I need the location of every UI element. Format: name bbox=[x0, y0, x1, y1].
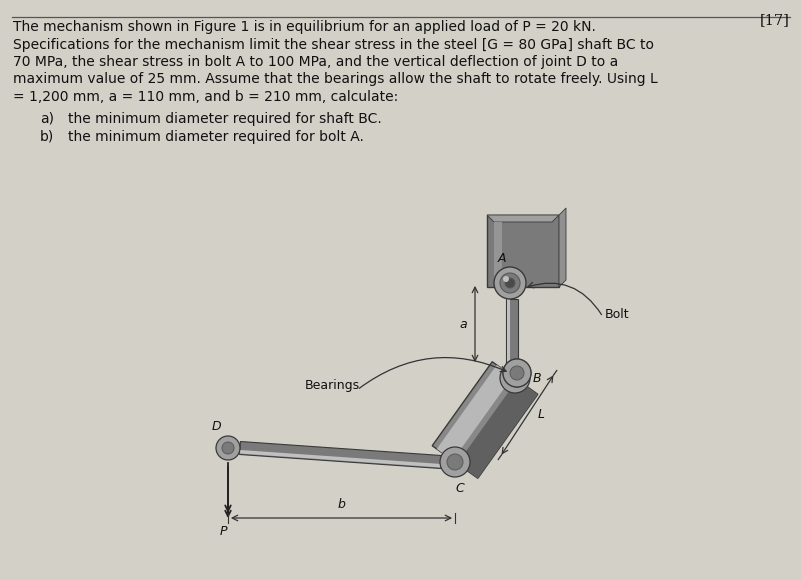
Circle shape bbox=[503, 359, 531, 387]
Circle shape bbox=[494, 267, 526, 299]
Circle shape bbox=[510, 366, 524, 380]
Text: [17]: [17] bbox=[760, 13, 790, 27]
Text: b: b bbox=[337, 498, 345, 511]
Circle shape bbox=[503, 276, 509, 282]
Text: a: a bbox=[460, 317, 467, 331]
Polygon shape bbox=[487, 215, 559, 222]
Text: maximum value of 25 mm. Assume that the bearings allow the shaft to rotate freel: maximum value of 25 mm. Assume that the … bbox=[13, 72, 658, 86]
Circle shape bbox=[503, 359, 531, 387]
Circle shape bbox=[222, 442, 234, 454]
Text: the minimum diameter required for bolt A.: the minimum diameter required for bolt A… bbox=[68, 130, 364, 144]
Text: C: C bbox=[456, 482, 465, 495]
Text: 70 MPa, the shear stress in bolt A to 100 MPa, and the vertical deflection of jo: 70 MPa, the shear stress in bolt A to 10… bbox=[13, 55, 618, 69]
Polygon shape bbox=[506, 299, 518, 367]
Polygon shape bbox=[487, 215, 559, 287]
Text: Specifications for the mechanism limit the shear stress in the steel [G = 80 GPa: Specifications for the mechanism limit t… bbox=[13, 38, 654, 52]
Polygon shape bbox=[559, 208, 566, 287]
Circle shape bbox=[216, 436, 240, 460]
Text: L: L bbox=[537, 408, 545, 422]
Text: The mechanism shown in Figure 1 is in equilibrium for an applied load of P = 20 : The mechanism shown in Figure 1 is in eq… bbox=[13, 20, 596, 34]
Circle shape bbox=[507, 370, 523, 386]
Text: Bearings: Bearings bbox=[305, 379, 360, 392]
Circle shape bbox=[440, 447, 470, 477]
Polygon shape bbox=[239, 450, 441, 467]
Text: D: D bbox=[211, 420, 221, 433]
Circle shape bbox=[510, 366, 524, 380]
Polygon shape bbox=[239, 441, 441, 469]
Circle shape bbox=[500, 273, 520, 293]
Polygon shape bbox=[494, 222, 502, 283]
Polygon shape bbox=[457, 380, 537, 478]
Text: Bolt: Bolt bbox=[605, 309, 630, 321]
Circle shape bbox=[500, 363, 530, 393]
Polygon shape bbox=[507, 299, 510, 367]
Circle shape bbox=[505, 278, 515, 288]
Circle shape bbox=[447, 454, 463, 470]
Polygon shape bbox=[437, 365, 513, 461]
Text: a): a) bbox=[40, 111, 54, 125]
Text: B: B bbox=[533, 372, 541, 385]
Text: b): b) bbox=[40, 130, 54, 144]
Text: P: P bbox=[219, 525, 227, 538]
Polygon shape bbox=[433, 362, 537, 478]
Text: = 1,200 mm, a = 110 mm, and b = 210 mm, calculate:: = 1,200 mm, a = 110 mm, and b = 210 mm, … bbox=[13, 90, 398, 104]
Text: A: A bbox=[497, 252, 506, 265]
Text: the minimum diameter required for shaft BC.: the minimum diameter required for shaft … bbox=[68, 111, 382, 125]
